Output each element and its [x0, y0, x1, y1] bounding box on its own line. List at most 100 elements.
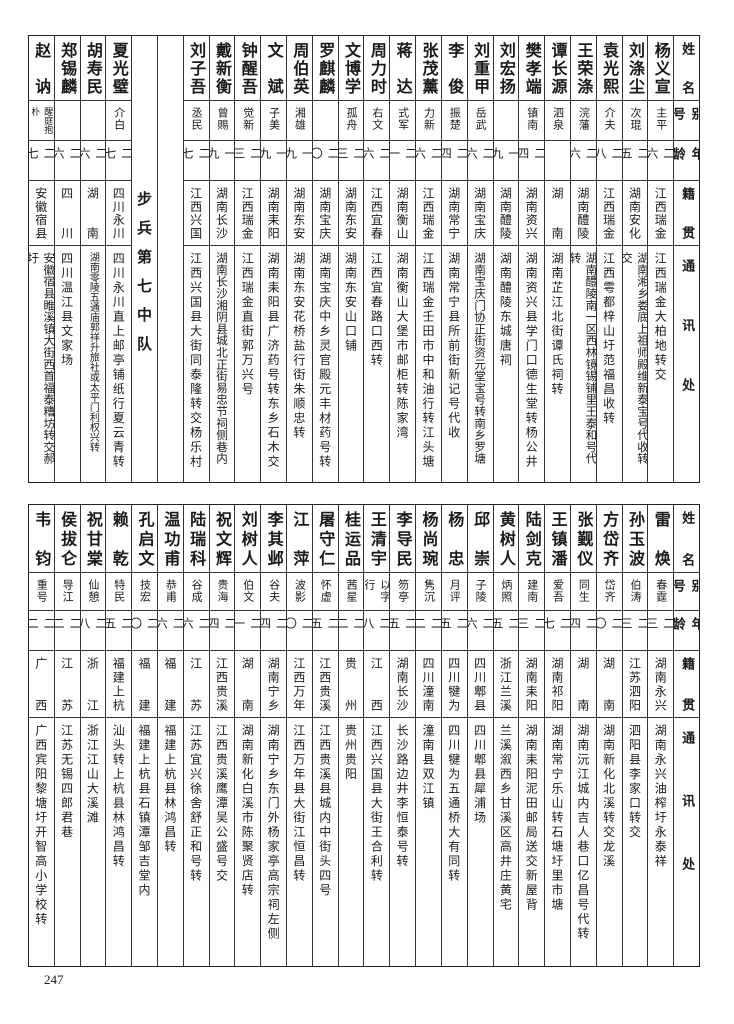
name-text: 刘涤尘 — [625, 42, 645, 94]
name-cell: 刘重甲 — [467, 36, 493, 101]
age-cell: 二六 — [80, 141, 106, 181]
origin-text: 福建上杭 — [111, 657, 126, 711]
address-cell: 江西雩都梓山圩范福昌收转 — [597, 246, 622, 482]
origin-text: 湖南长沙 — [395, 657, 410, 711]
address-text: 湖南沅江城内吉人巷口亿昌号代转 — [575, 724, 590, 942]
name-text: 夏光璧 — [109, 42, 129, 94]
address-text: 长沙路边井李恒泰号转 — [395, 724, 410, 869]
address-cell: 贵州贵阳 — [339, 718, 364, 966]
age-text: 二三 — [622, 617, 648, 631]
address-cell: 湖南东安山口铺 — [339, 246, 364, 482]
age-cell: 二四 — [261, 611, 286, 651]
name-cell: 张觐仪 — [570, 505, 596, 573]
name-text: 李俊 — [445, 42, 465, 94]
origin-cell: 湖南东安 — [338, 181, 364, 246]
age-cell: 二六 — [467, 611, 493, 651]
age-text: 二六 — [364, 147, 390, 161]
address-cell: 湖南芷江北街谭氏祠转 — [545, 246, 570, 482]
name-text: 屠守仁 — [316, 511, 336, 566]
alias-cell: 振楚 — [441, 101, 467, 141]
alias-cell: 谷成 — [183, 573, 209, 611]
age-text: 二四 — [261, 617, 286, 631]
address-text: 广西宾阳黎塘圩开智高小学校转 — [33, 724, 48, 927]
alias-cell: 导江 — [54, 573, 80, 611]
alias-text: 特民 — [112, 579, 126, 603]
age-cell: 二三 — [648, 611, 674, 651]
name-text: 雷焕 — [651, 511, 671, 566]
name-cell: 孔启文 — [132, 505, 157, 573]
age-cell: 二五 — [312, 611, 338, 651]
age-text: 二五 — [493, 617, 519, 631]
alias-cell: 子陵 — [467, 573, 493, 611]
address-text: 湖南永兴油榨圩永泰祥 — [653, 724, 668, 869]
header-age-text: 年龄 — [674, 617, 699, 632]
address-cell: 泗阳县李家口转交 — [623, 718, 648, 966]
alias-text: 技宏 — [138, 579, 152, 603]
origin-cell: 江苏泗阳 — [622, 651, 648, 718]
section-label-column: 步兵第七中队 — [131, 36, 157, 482]
origin-text: 四川潼南 — [420, 657, 435, 711]
name-cell: 桂运品 — [338, 505, 364, 573]
origin-text: 湖南东安 — [343, 187, 358, 239]
age-text: 二〇 — [132, 617, 157, 631]
name-cell: 李其邺 — [261, 505, 286, 573]
address-cell: 湖南衡山大堡市邮柜转陈家湾 — [390, 246, 415, 482]
name-cell: 杨忠 — [441, 505, 467, 573]
person-column: 胡寿民 二六 湖南 湖南零陵五通庙郭祥升旅社或太平门利权兴转 — [79, 36, 106, 482]
origin-cell: 江西瑞金 — [416, 181, 441, 246]
name-cell: 陆瑞科 — [183, 505, 209, 573]
origin-text: 浙江 — [85, 657, 100, 711]
age-text: 二二 — [28, 617, 54, 631]
alias-text: 仙憩 — [86, 579, 100, 603]
address-cell: 江西贵溪县城内中街头四号 — [313, 718, 338, 966]
alias-cell: 贵海 — [209, 573, 235, 611]
person-column: 刘涤尘 次琨 二五 湖南安化 湖南湘乡娄底上祖师殿维新泰宝号代收转交 — [621, 36, 648, 482]
alias-cell: 怀虚 — [312, 573, 338, 611]
origin-cell: 江西万年 — [287, 651, 312, 718]
alias-cell: 丞民 — [183, 101, 209, 141]
origin-cell: 湖南耒阳 — [261, 181, 286, 246]
address-cell: 江西贵溪鹰潭吴公盛号交 — [210, 718, 235, 966]
origin-cell: 江西兴国 — [183, 181, 209, 246]
origin-cell: 湖南长沙 — [390, 651, 416, 718]
name-cell: 周伯英 — [287, 36, 312, 101]
origin-text: 江西瑞金 — [420, 187, 435, 239]
name-cell: 李俊 — [441, 36, 467, 101]
age-cell: 一九 — [287, 141, 312, 181]
origin-cell: 湖南宝庆 — [467, 181, 493, 246]
alias-cell: 重号 — [28, 573, 54, 611]
person-column: 周力时 右文 二六 江西宜春 江西宜春路口西转 — [363, 36, 390, 482]
person-column: 戴新衡 曾赐 一九 湖南长沙 湖南长沙湘阴县城北正街易忠节祠侧巷内 — [208, 36, 235, 482]
age-text: 二三 — [338, 147, 364, 161]
name-text: 袁光熙 — [600, 42, 620, 94]
age-cell: 二二 — [28, 611, 54, 651]
age-text: 二四 — [519, 147, 545, 161]
alias-cell: 曾赐 — [209, 101, 235, 141]
alias-cell: 泗泉 — [545, 101, 570, 141]
age-text: 二四 — [209, 617, 235, 631]
alias-text: 振楚 — [448, 107, 462, 131]
origin-text: 贵州 — [343, 657, 358, 711]
alias-text: 式军 — [396, 107, 410, 131]
age-cell: 二五 — [390, 611, 416, 651]
header-address-cell: 通讯处 — [674, 718, 699, 966]
alias-cell: 建南 — [519, 573, 545, 611]
person-column: 孔启文 技宏 二〇 福建 福建上杭县石镇潭邹吉堂内 — [131, 505, 157, 966]
address-text: 四川永川直上邮亭铺纸行夏云青转 — [111, 252, 126, 470]
address-cell: 四川温江县文家场 — [55, 246, 80, 482]
header-age-text: 年龄 — [674, 147, 699, 162]
origin-text: 湖南资兴 — [524, 187, 539, 239]
age-cell: 二七 — [28, 141, 54, 181]
name-cell: 刘涤尘 — [622, 36, 648, 101]
origin-cell: 湖南 — [570, 651, 596, 718]
name-text: 郑锡麟 — [58, 42, 78, 94]
name-cell: 周力时 — [364, 36, 390, 101]
origin-cell: 江苏 — [183, 651, 209, 718]
address-text: 湖南新化白溪市陈聚贤店转 — [240, 724, 255, 898]
origin-cell: 江西贵溪 — [209, 651, 235, 718]
age-text: 二一 — [390, 147, 416, 161]
origin-text: 江西贵溪 — [317, 657, 332, 711]
age-cell: 二二 — [54, 611, 80, 651]
name-text: 侯拔仑 — [58, 511, 78, 566]
name-text: 蒋达 — [393, 42, 413, 94]
